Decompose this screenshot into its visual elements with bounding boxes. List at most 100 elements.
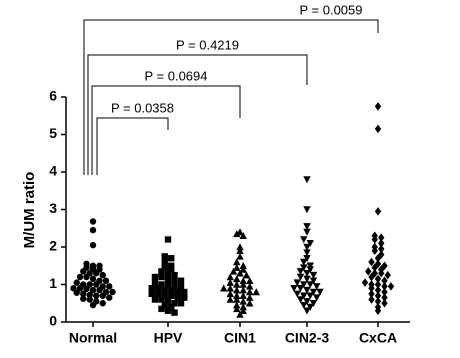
point [233,230,241,238]
point [381,276,388,285]
point [300,236,308,244]
point [161,301,168,309]
point [233,275,241,283]
point [306,292,314,300]
point [171,277,178,284]
point [374,302,382,312]
point [89,262,97,269]
point [303,275,311,283]
bracket [96,117,169,175]
point [309,277,318,285]
point [164,236,172,243]
point [374,254,382,263]
point [226,278,234,286]
point [158,268,165,275]
point [181,288,188,296]
point [293,279,301,287]
x-tick-label: CIN2-3 [285,330,330,346]
point [89,241,97,249]
x-tick-label: Normal [69,330,117,346]
point [233,263,241,271]
point [365,267,372,276]
point [226,295,234,303]
point [236,269,244,277]
point [99,283,106,290]
point [151,296,159,303]
point [309,271,318,279]
p-value: P = 0.0059 [299,2,362,17]
point [303,228,311,236]
point [86,296,93,303]
point [303,249,311,257]
point [252,288,260,296]
point [83,285,90,293]
point [303,307,311,315]
y-tick-label: 1 [49,275,57,291]
point [233,301,241,309]
point [164,281,172,288]
point [296,273,305,281]
point [233,280,241,288]
point [164,275,172,283]
point [306,281,314,289]
point [303,176,311,184]
point [148,285,155,292]
point [371,242,378,252]
point [226,284,234,292]
point [80,295,87,302]
point [316,288,324,296]
point [177,300,185,307]
y-tick-label: 3 [49,200,57,216]
point [236,252,244,260]
point [89,218,97,225]
point [155,290,162,298]
point [164,307,172,314]
point [168,292,175,299]
point [309,288,318,296]
point [306,262,314,270]
point [80,281,87,288]
point [306,240,314,247]
point [73,279,80,286]
bracket [91,85,241,175]
point [239,286,247,294]
point [381,299,388,308]
point [239,292,247,299]
point [161,292,168,299]
bracket [87,54,308,175]
point [242,271,251,279]
point [293,290,301,298]
point [239,265,247,273]
point [102,277,110,284]
point [374,124,382,134]
y-tick-label: 4 [49,163,57,179]
point [70,285,77,292]
point [171,309,178,316]
point [233,286,241,294]
point [171,271,178,279]
point [148,290,155,298]
point [374,207,382,216]
point [374,274,382,284]
point [303,270,311,277]
p-value: P = 0.0358 [111,100,174,115]
x-tick-label: CxCA [359,330,397,346]
point [86,291,93,299]
point [300,281,308,289]
point [161,264,168,271]
point [158,305,165,313]
point [106,283,113,290]
point [246,277,254,284]
point [174,288,181,296]
y-tick-label: 2 [49,238,57,254]
point [89,275,97,283]
point [158,281,165,288]
point [368,295,375,304]
point [233,305,241,313]
point [290,285,298,292]
point [161,253,168,260]
point [361,278,369,287]
point [233,295,241,303]
point [296,268,305,276]
point [303,298,311,306]
